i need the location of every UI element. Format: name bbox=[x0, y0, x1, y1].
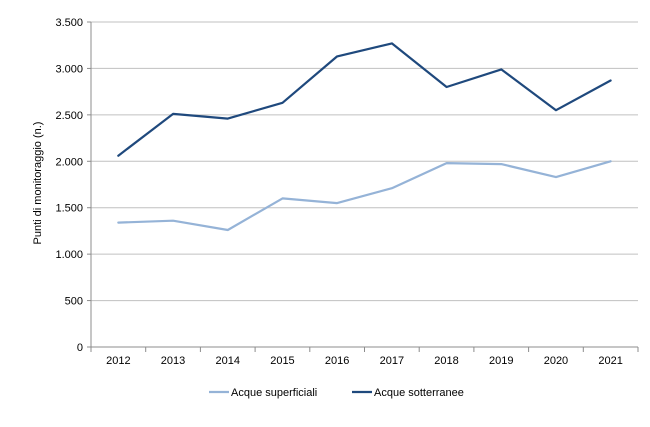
y-tick-label: 3.500 bbox=[55, 17, 83, 29]
gridlines bbox=[91, 21, 638, 302]
y-tick-label: 1.000 bbox=[55, 249, 83, 261]
axes bbox=[87, 21, 639, 352]
series-line-acque-superficiali bbox=[117, 160, 612, 232]
series-lines bbox=[117, 42, 612, 232]
y-tick-label: 1.500 bbox=[55, 203, 83, 215]
tick-labels: 0 500 1.000 1.500 2.000 2.500 3.000 3.500 2012 20… bbox=[55, 17, 622, 367]
x-tick-label: 2015 bbox=[270, 355, 294, 367]
x-tick-label: 2014 bbox=[216, 355, 240, 367]
y-tick-label: 500 bbox=[65, 296, 83, 308]
legend-label-acque-sotterranee: Acque sotterranee bbox=[374, 387, 464, 399]
x-tick-label: 2019 bbox=[489, 355, 513, 367]
x-tick-label: 2018 bbox=[434, 355, 458, 367]
x-tick-label: 2016 bbox=[325, 355, 349, 367]
series-line-acque-sotterranee bbox=[117, 42, 612, 157]
y-tick-label: 2.500 bbox=[55, 110, 83, 122]
y-axis-title: Punti di monitoraggio (n.) bbox=[32, 122, 44, 245]
y-tick-label: 3.000 bbox=[55, 63, 83, 75]
legend-label-acque-superficiali: Acque superficiali bbox=[231, 387, 317, 399]
y-tick-label: 2.000 bbox=[55, 156, 83, 168]
y-tick-label: 0 bbox=[77, 342, 83, 354]
x-tick-label: 2013 bbox=[161, 355, 185, 367]
x-tick-label: 2017 bbox=[380, 355, 404, 367]
legend: Acque superficiali Acque sotterranee bbox=[209, 387, 464, 399]
x-tick-label: 2012 bbox=[106, 355, 130, 367]
x-tick-label: 2020 bbox=[544, 355, 568, 367]
x-tick-label: 2021 bbox=[598, 355, 622, 367]
